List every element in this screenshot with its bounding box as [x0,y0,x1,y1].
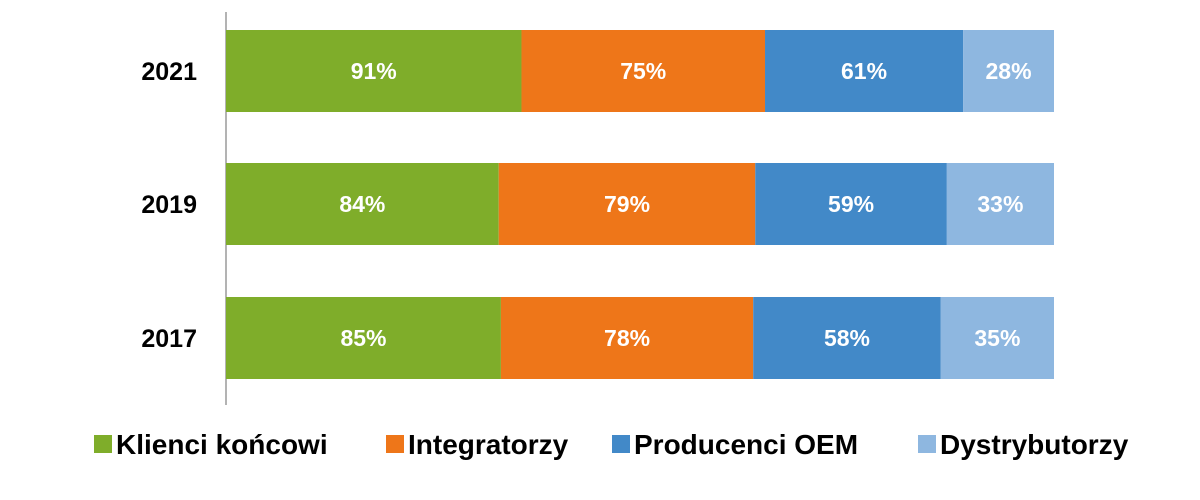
data-label-2017-2: 78% [604,325,650,351]
data-label-2019-2: 79% [604,191,650,217]
category-label-2021: 2021 [141,58,197,86]
bar-segment-2019-2 [498,163,756,245]
data-label-2021-2: 75% [620,58,666,84]
bar-segment-2021-3 [765,30,964,112]
bar-segment-2019-3 [755,163,947,245]
data-label-2017-1: 85% [340,325,386,351]
data-label-2021-4: 28% [986,58,1032,84]
bar-segment-2021-1 [226,30,522,112]
bars: 91% 75% 61% 28% 84% 79% 59% 33% 85% 78% 58% 35% [226,30,1054,379]
bar-segment-2021-2 [521,30,766,112]
legend-label-2: Integratorzy [408,429,569,460]
bar-segment-2019-1 [226,163,499,245]
data-label-2019-4: 33% [977,191,1023,217]
legend-label-3: Producenci OEM [634,429,858,460]
data-label-2021-1: 91% [351,58,397,84]
legend-swatch-2 [386,435,404,453]
bar-segment-2017-4 [940,297,1054,379]
bar-segment-2017-1 [226,297,501,379]
data-label-2021-3: 61% [841,58,887,84]
legend-label-4: Dystrybutorzy [940,429,1129,460]
legend-label-1: Klienci końcowi [116,429,328,460]
data-label-2019-3: 59% [828,191,874,217]
legend-swatch-4 [918,435,936,453]
legend: Klienci końcowi Integratorzy Producenci OE… [94,429,1129,460]
legend-swatch-3 [612,435,630,453]
data-label-2019-1: 84% [339,191,385,217]
data-label-2017-4: 35% [974,325,1020,351]
legend-swatch-1 [94,435,112,453]
data-label-2017-3: 58% [824,325,870,351]
bar-segment-2017-2 [500,297,754,379]
category-label-2019: 2019 [141,191,197,219]
bar-segment-2021-4 [963,30,1054,112]
category-label-2017: 2017 [141,325,197,353]
bar-segment-2017-3 [753,297,941,379]
bar-segment-2019-4 [946,163,1054,245]
category-labels: 2021 2019 2017 [141,58,197,353]
